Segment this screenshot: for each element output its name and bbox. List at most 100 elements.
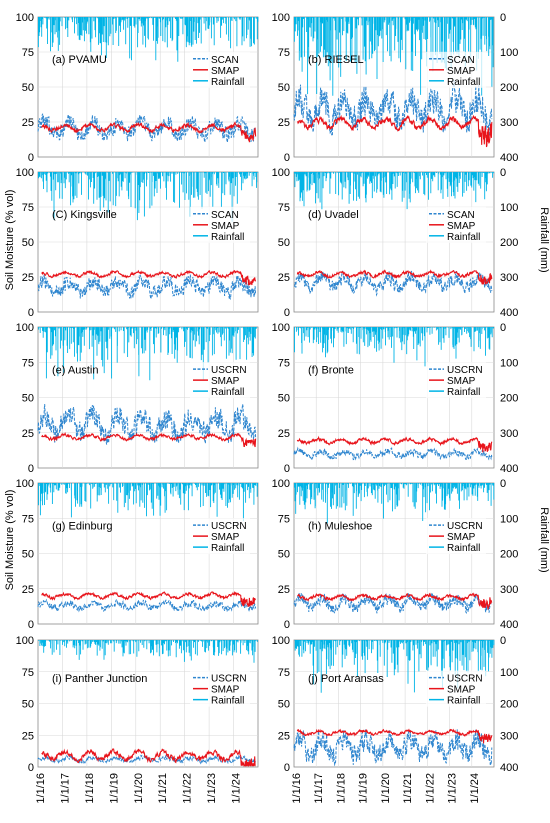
date-tick-label: 1/1/19 [358,773,370,804]
legend-entry: USCRN [447,674,483,685]
legend-entry: Rainfall [211,543,244,554]
legend-entry: Rainfall [447,77,480,88]
right-tick-label: 300 [500,428,518,440]
smap-series-line [41,590,256,607]
right-tick-label: 100 [500,667,518,679]
legend-entry: SMAP [447,685,476,696]
rainfall-bars [37,17,259,62]
date-tick-label: 1/1/20 [380,773,392,804]
left-tick-label: 0 [284,463,290,475]
right-tick-label: 200 [500,393,518,405]
panel-label: (b) RIESEL [308,54,364,66]
panel-label: (f) Bronte [308,365,354,377]
left-tick-label: 0 [28,619,34,631]
left-tick-label: 25 [278,428,290,440]
left-tick-label: 25 [22,117,34,129]
left-tick-label: 50 [22,699,34,711]
station-series-line [37,274,257,300]
left-tick-label: 50 [22,393,34,405]
right-tick-label: 400 [500,152,518,164]
right-tick-label: 100 [500,47,518,59]
date-tick-label: 1/1/21 [157,773,169,804]
left-axis-title: Soil Moisture (% vol) [4,190,16,291]
panel-4: 0 25 50 75 100 0 100 200 300 400 (d) Uvadel SCANSMA… [272,167,519,319]
legend-entry: Rainfall [447,696,480,707]
left-tick-label: 50 [22,549,34,561]
legend-entry: SMAP [447,66,476,77]
date-tick-label: 1/1/18 [335,773,347,804]
station-series-line [293,591,493,615]
left-tick-label: 50 [278,699,290,711]
station-series-line [293,729,493,767]
left-tick-label: 50 [278,549,290,561]
legend-entry: Rainfall [447,543,480,554]
rainfall-bars [38,172,259,222]
left-tick-label: 100 [272,12,290,24]
date-tick-label: 1/1/21 [402,773,414,804]
panel-label: (e) Austin [52,365,98,377]
left-tick-label: 75 [278,513,290,525]
legend-entry: SCAN [447,55,475,66]
left-tick-label: 25 [22,730,34,742]
smap-series-line [41,269,257,286]
legend-entry: USCRN [211,521,247,532]
right-tick-label: 100 [500,513,518,525]
right-tick-label: 200 [500,82,518,94]
left-tick-label: 100 [272,322,290,334]
left-tick-label: 25 [22,428,34,440]
legend-entry: Rainfall [447,387,480,398]
left-tick-label: 50 [278,82,290,94]
rainfall-bars [293,172,495,210]
right-tick-label: 200 [500,549,518,561]
right-tick-label: 400 [500,762,518,774]
station-series-line [293,446,493,462]
legend-entry: SMAP [211,221,240,232]
panel-label: (d) Uvadel [308,209,359,221]
legend-entry: USCRN [447,365,483,376]
date-tick-label: 1/1/24 [231,773,243,804]
left-tick-label: 75 [278,357,290,369]
panel-label: (C) Kingsville [52,209,117,221]
left-tick-label: 0 [28,463,34,475]
right-tick-label: 300 [500,584,518,596]
left-tick-label: 75 [278,667,290,679]
legend-entry: SMAP [211,66,240,77]
panel-label: (i) Panther Junction [52,673,147,685]
date-tick-label: 1/1/22 [424,773,436,804]
station-series-line [293,80,493,136]
date-tick-label: 1/1/23 [206,773,218,804]
legend-entry: SCAN [211,55,239,66]
station-series-line [294,270,493,297]
left-tick-label: 25 [278,730,290,742]
right-tick-label: 200 [500,237,518,249]
left-tick-label: 75 [22,202,34,214]
left-tick-label: 25 [22,584,34,596]
station-series-line [37,404,257,445]
date-tick-label: 1/1/17 [59,773,71,804]
legend-entry: SMAP [211,376,240,387]
date-tick-label: 1/1/17 [313,773,325,804]
left-tick-label: 25 [22,272,34,284]
rainfall-bars [38,483,258,522]
panel-label: (a) PVAMU [52,54,107,66]
rainfall-bars [38,327,259,381]
right-tick-label: 300 [500,730,518,742]
legend-entry: SCAN [211,210,239,221]
legend-entry: USCRN [447,521,483,532]
left-tick-label: 100 [16,322,34,334]
legend-entry: Rainfall [447,232,480,243]
smap-series-line [297,592,493,611]
right-axis-title: Rainfall (mm) [538,207,550,272]
right-tick-label: 100 [500,357,518,369]
left-tick-label: 0 [28,152,34,164]
right-tick-label: 300 [500,117,518,129]
left-tick-label: 50 [22,237,34,249]
rainfall-bars [38,640,258,663]
smap-series-line [296,728,493,744]
